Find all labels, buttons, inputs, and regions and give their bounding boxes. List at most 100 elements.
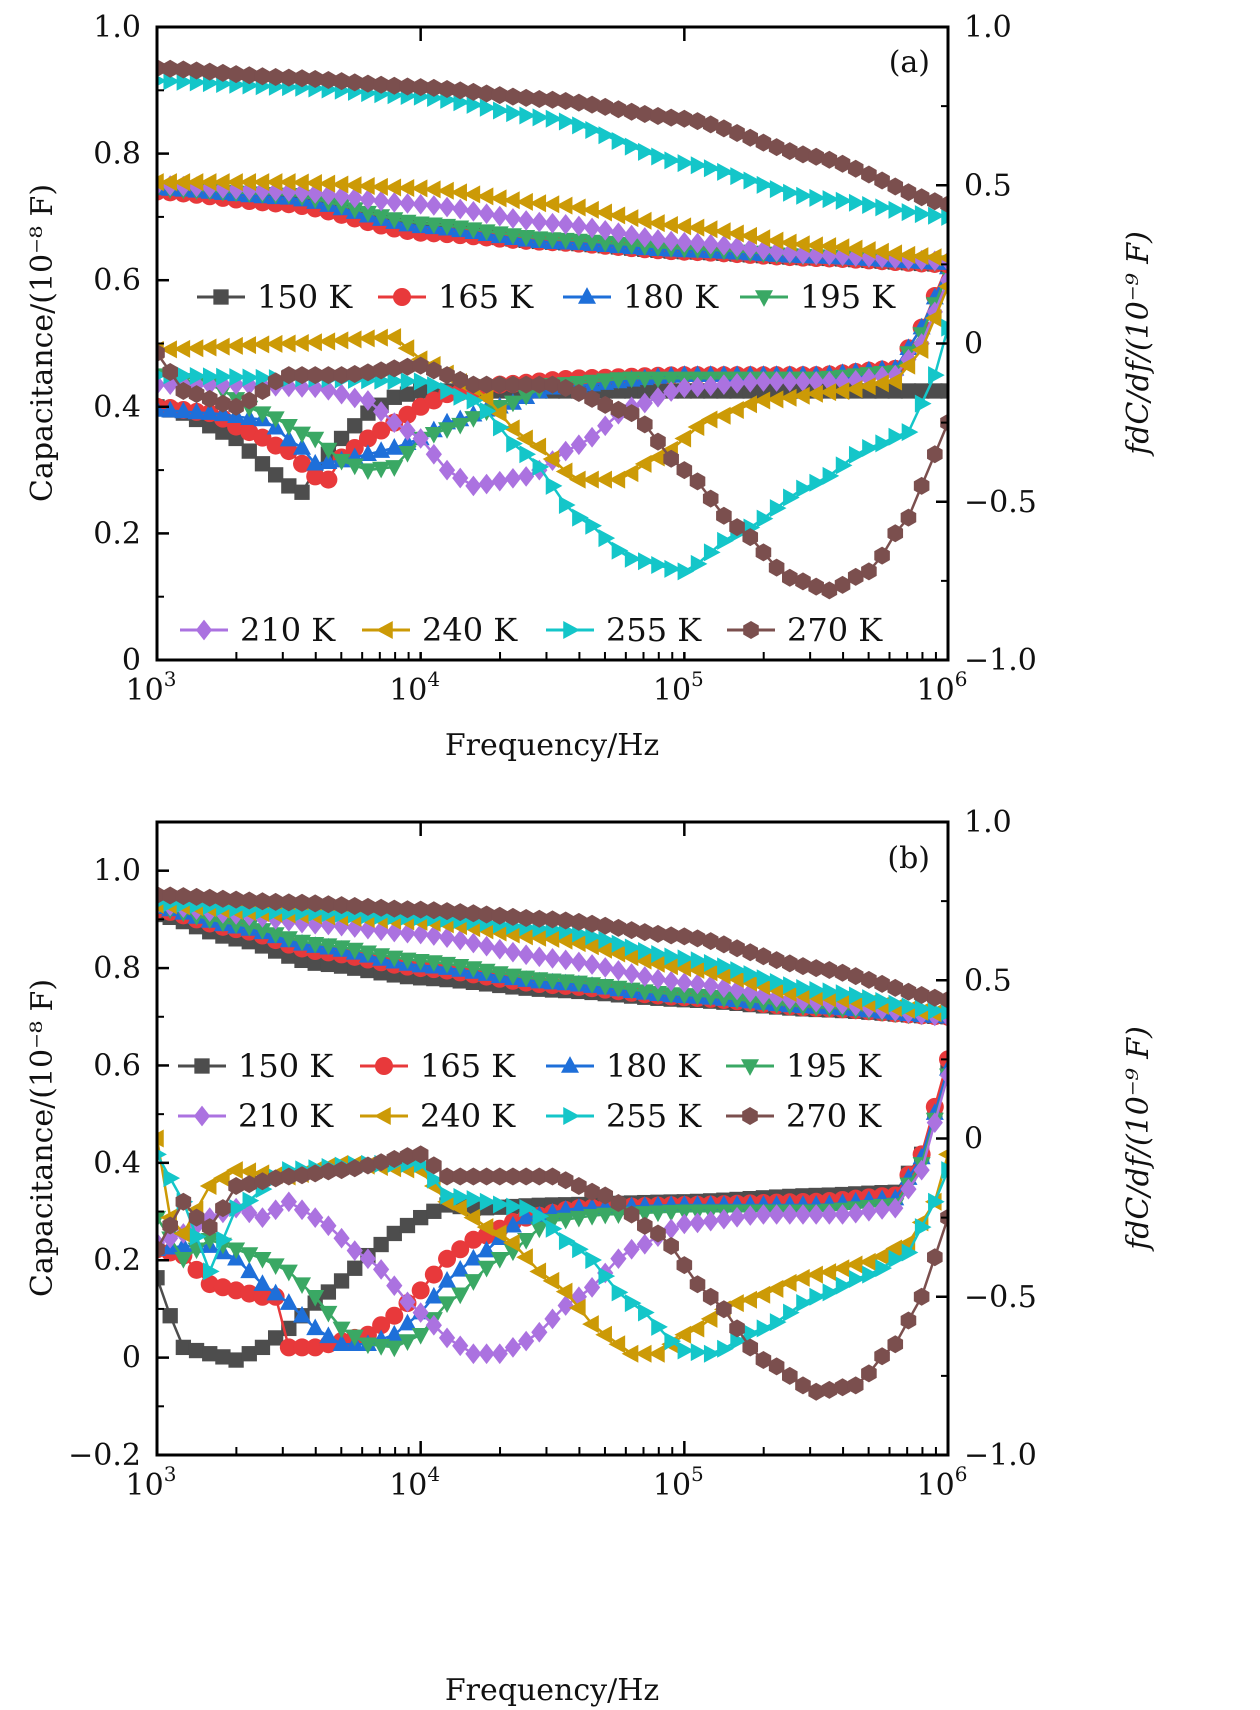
data-point [610, 100, 627, 119]
data-point [437, 181, 454, 200]
data-point [608, 206, 626, 225]
data-point [451, 958, 470, 976]
data-point [557, 214, 574, 235]
data-point [465, 904, 482, 923]
legend-marker [193, 1105, 211, 1127]
data-point [386, 389, 402, 405]
data-point [583, 426, 601, 448]
data-point [162, 1227, 179, 1249]
data-point [451, 1287, 470, 1305]
data-point [386, 1275, 403, 1297]
data-point [782, 142, 798, 161]
legend-item: 195 K [740, 278, 896, 316]
data-point [676, 1213, 693, 1235]
data-point [716, 1300, 732, 1319]
legend-label: 210 K [240, 611, 336, 649]
data-point [740, 395, 757, 414]
data-point [253, 1287, 272, 1306]
data-point [399, 1217, 416, 1234]
data-point [558, 112, 576, 131]
data-point [202, 367, 220, 386]
data-point [175, 1339, 192, 1356]
data-point [862, 195, 879, 214]
data-point [622, 238, 641, 255]
data-point [611, 131, 629, 150]
data-point [609, 1207, 628, 1224]
legend-item: 255 K [546, 1097, 702, 1135]
legend-label: 180 K [606, 1047, 702, 1085]
data-point [241, 1346, 257, 1362]
data-point [292, 173, 309, 192]
data-point [585, 927, 602, 946]
data-point [202, 1346, 218, 1362]
data-point [399, 420, 416, 441]
data-point [701, 989, 720, 1007]
data-point [281, 68, 297, 87]
data-point [411, 954, 430, 971]
data-point [687, 1319, 705, 1338]
data-point [157, 1270, 165, 1286]
y-tick-label: 0 [122, 643, 141, 678]
data-point [598, 126, 616, 145]
data-point [386, 76, 403, 95]
data-point [503, 1233, 520, 1252]
legend-marker [743, 621, 759, 639]
data-point [781, 371, 798, 392]
data-point [636, 392, 653, 414]
data-point [281, 478, 297, 494]
data-point [359, 918, 377, 940]
data-point [517, 970, 536, 988]
data-point [267, 372, 284, 391]
data-point [888, 994, 906, 1013]
data-point [398, 214, 417, 232]
data-point [638, 142, 655, 161]
data-point [490, 966, 509, 983]
data-point [465, 1167, 482, 1186]
data-point [372, 461, 391, 479]
data-point [621, 209, 639, 228]
data-point [570, 951, 587, 973]
data-point [463, 185, 481, 204]
data-point [253, 428, 272, 447]
data-point [636, 227, 653, 248]
data-point [808, 1382, 824, 1401]
data-point [822, 982, 840, 1001]
data-point [279, 1293, 298, 1310]
data-point [426, 78, 442, 97]
data-point [373, 190, 390, 212]
data-point [281, 366, 297, 385]
data-point [372, 209, 391, 226]
data-point [874, 546, 890, 565]
x-tick-label: 105 [653, 667, 704, 708]
data-point [636, 1233, 653, 1255]
data-point [782, 1366, 798, 1385]
data-point [213, 404, 232, 422]
data-point [571, 912, 587, 931]
y-tick-label: 0.2 [93, 1243, 141, 1278]
data-point [452, 929, 469, 951]
data-point [267, 1169, 284, 1188]
data-point [636, 104, 653, 123]
data-point [885, 244, 903, 263]
data-point [821, 961, 838, 980]
data-point [360, 897, 376, 916]
data-point [703, 954, 721, 973]
data-point [648, 954, 665, 973]
data-point [783, 183, 800, 202]
data-point [783, 976, 800, 995]
data-point [717, 957, 734, 976]
data-point [584, 95, 600, 114]
data-point [239, 173, 257, 192]
data-point [690, 554, 708, 573]
data-point [610, 222, 627, 244]
data-point [293, 912, 311, 934]
data-point [253, 1274, 272, 1291]
data-point [503, 395, 522, 413]
data-point [386, 412, 403, 433]
data-point [294, 484, 310, 500]
data-point [412, 900, 429, 919]
data-point [426, 1156, 442, 1175]
legend-marker [755, 290, 773, 307]
data-point [530, 1221, 549, 1239]
data-point [519, 106, 537, 125]
